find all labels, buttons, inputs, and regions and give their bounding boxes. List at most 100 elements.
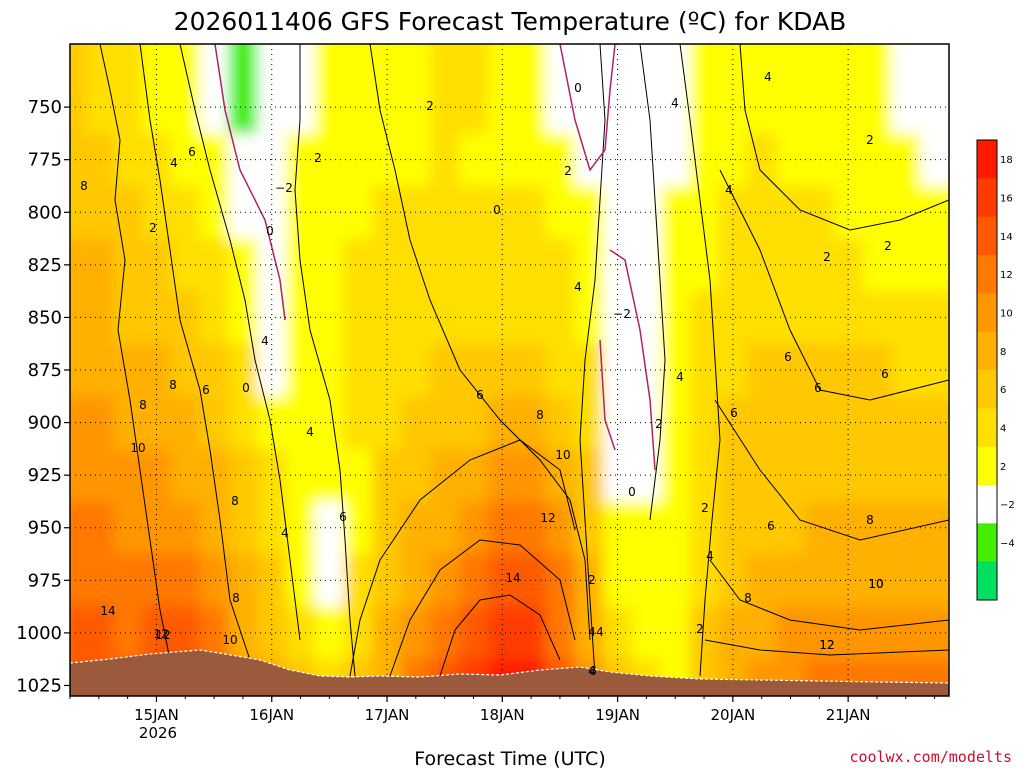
y-tick-label: 975 — [28, 570, 62, 591]
field-cell — [689, 238, 719, 292]
field-cell — [199, 185, 230, 240]
color-scale-label: 18 — [1000, 155, 1013, 166]
field-cell — [603, 554, 633, 608]
field-cell — [113, 606, 143, 660]
x-tick-label: 18JAN — [480, 706, 525, 724]
field-cell — [487, 343, 518, 397]
field-cell — [689, 448, 719, 502]
contour-line — [579, 44, 606, 677]
source-credit[interactable]: coolwx.com/modelts — [849, 748, 1012, 766]
field-cell — [574, 396, 604, 450]
field-cell — [689, 554, 719, 608]
field-cell — [113, 554, 143, 608]
field-cell — [631, 343, 662, 397]
field-cell — [199, 501, 230, 555]
y-tick-label: 800 — [28, 202, 62, 223]
field-cell — [70, 44, 85, 134]
field-cell — [343, 606, 374, 660]
zero-isotherm — [214, 44, 286, 321]
field-cell — [257, 501, 287, 555]
field-cell — [920, 554, 949, 608]
field-cell — [862, 44, 892, 134]
field-cell — [343, 554, 374, 608]
field-cell — [113, 185, 143, 240]
contour-label: 6 — [784, 350, 792, 364]
y-tick-label: 1025 — [16, 675, 62, 696]
contour-label: 2 — [588, 573, 596, 587]
field-cell — [603, 238, 633, 292]
contour-label: 6 — [881, 367, 889, 381]
field-cell — [747, 343, 777, 397]
field-cell — [516, 606, 547, 660]
field-cell — [516, 554, 547, 608]
x-tick-label: 16JAN — [249, 706, 294, 724]
field-cell — [804, 44, 835, 134]
grid-lines — [70, 44, 949, 696]
field-cell — [314, 606, 345, 660]
color-scale-swatch — [977, 485, 997, 524]
zero-isotherm — [559, 44, 616, 172]
field-cell — [459, 133, 489, 187]
field-cell — [603, 343, 633, 397]
field-cell — [833, 554, 864, 608]
field-cell — [84, 185, 114, 240]
contour-line — [179, 44, 301, 641]
field-cell — [862, 291, 892, 345]
contour-label: 4 — [261, 334, 269, 348]
field-cell — [314, 554, 345, 608]
field-cell — [199, 44, 230, 134]
field-cell — [833, 448, 864, 502]
field-cell — [689, 291, 719, 345]
field-cell — [631, 448, 662, 502]
field-cell — [660, 44, 691, 134]
field-cell — [862, 238, 892, 292]
contour-label: 6 — [589, 664, 597, 678]
field-cell — [142, 44, 172, 134]
contour-label: 2 — [314, 151, 322, 165]
x-tick-label: 17JAN — [365, 706, 410, 724]
color-scale-label: 8 — [1000, 347, 1006, 358]
x-axis-title: Forecast Time (UTC) — [414, 748, 605, 768]
field-cell — [343, 343, 374, 397]
y-tick-label: 825 — [28, 255, 62, 276]
field-cell — [142, 238, 172, 292]
field-cell — [689, 133, 719, 187]
field-cell — [199, 291, 230, 345]
contour-line — [639, 44, 666, 521]
x-axis: 15JAN 16JAN 17JAN 18JAN 19JAN 20JAN 21JAN — [69, 696, 936, 724]
field-cell — [920, 396, 949, 450]
field-cell — [631, 238, 662, 292]
color-scale-swatch — [977, 255, 997, 294]
field-cell — [84, 501, 114, 555]
contour-label: 0 — [628, 485, 636, 499]
field-cell — [804, 396, 835, 450]
field-cell — [84, 448, 114, 502]
field-cell — [747, 554, 777, 608]
field-cell — [516, 238, 547, 292]
contour-label: 2 — [564, 164, 572, 178]
y-tick-label: 925 — [28, 465, 62, 486]
field-cell — [574, 133, 604, 187]
field-cell — [142, 396, 172, 450]
field-cell — [920, 606, 949, 660]
color-scale-swatch — [977, 523, 997, 563]
contour-line — [139, 44, 251, 661]
field-cell — [920, 448, 949, 502]
y-tick-label: 900 — [28, 413, 62, 434]
field-cell — [314, 133, 345, 187]
field-cell — [113, 448, 143, 502]
field-cell — [70, 501, 85, 555]
field-cell — [833, 185, 864, 240]
field-cell — [920, 238, 949, 292]
field-cell — [459, 554, 489, 608]
field-cell — [70, 396, 85, 450]
field-cell — [574, 448, 604, 502]
field-cell — [516, 448, 547, 502]
temperature-field — [70, 44, 949, 696]
color-scale-swatch — [977, 216, 997, 256]
field-cell — [833, 44, 864, 134]
y-tick-label: 775 — [28, 150, 62, 171]
field-cell — [631, 606, 662, 660]
contour-label: 12 — [153, 627, 168, 641]
field-cell — [718, 396, 748, 450]
